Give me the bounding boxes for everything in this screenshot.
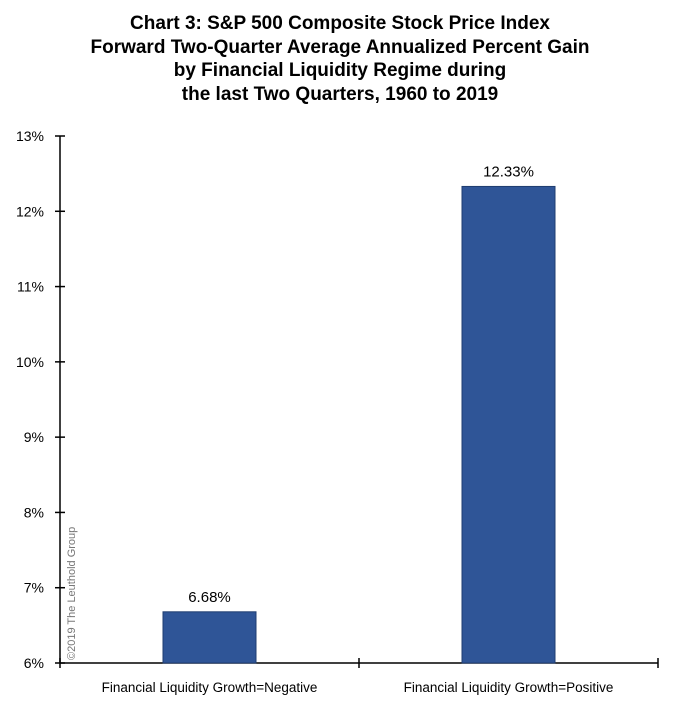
y-tick-label: 13% — [16, 128, 44, 144]
title-line: Chart 3: S&P 500 Composite Stock Price I… — [130, 13, 550, 34]
y-tick-label: 9% — [24, 429, 44, 445]
data-label: 6.68% — [188, 589, 231, 606]
y-tick-label: 7% — [24, 580, 44, 596]
y-tick-label: 6% — [24, 655, 44, 671]
data-label: 12.33% — [483, 163, 534, 180]
y-tick-label: 12% — [16, 203, 44, 219]
title-line: by Financial Liquidity Regime during — [173, 60, 507, 81]
x-tick-label: Financial Liquidity Growth=Positive — [404, 680, 614, 695]
bar — [461, 185, 556, 664]
chart-title: Chart 3: S&P 500 Composite Stock Price I… — [0, 12, 680, 106]
y-tick-label: 8% — [24, 504, 44, 520]
x-tick-label: Financial Liquidity Growth=Negative — [102, 680, 318, 695]
title-line: Forward Two-Quarter Average Annualized P… — [90, 36, 590, 58]
y-tick-label: 11% — [17, 279, 44, 295]
y-tick-label: 10% — [16, 354, 44, 370]
bar — [162, 611, 257, 664]
title-line: the last Two Quarters, 1960 to 2019 — [181, 83, 499, 105]
watermark: ©2019 The Leuthold Group — [66, 527, 78, 660]
